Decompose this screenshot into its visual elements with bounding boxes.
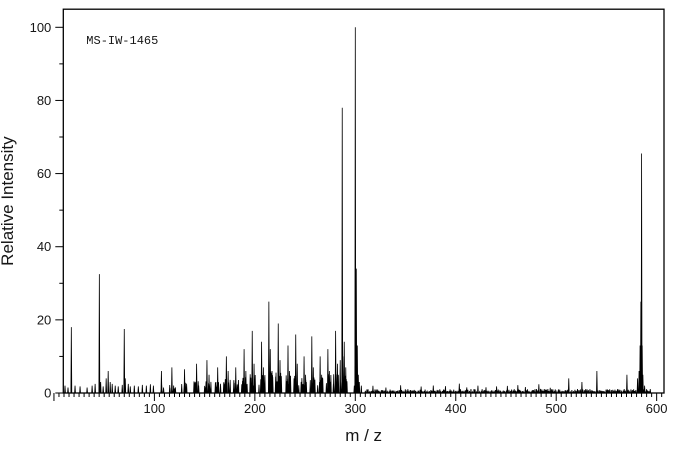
svg-text:80: 80 [37, 93, 51, 108]
svg-text:200: 200 [244, 401, 266, 416]
svg-text:100: 100 [144, 401, 166, 416]
svg-text:40: 40 [37, 239, 51, 254]
svg-text:100: 100 [30, 20, 52, 35]
svg-text:Relative Intensity: Relative Intensity [0, 136, 17, 266]
svg-text:0: 0 [44, 386, 51, 401]
svg-text:MS-IW-1465: MS-IW-1465 [86, 34, 158, 48]
svg-text:300: 300 [344, 401, 366, 416]
svg-text:500: 500 [545, 401, 567, 416]
svg-text:400: 400 [445, 401, 467, 416]
svg-text:m / z: m / z [345, 426, 382, 445]
svg-text:20: 20 [37, 312, 51, 327]
svg-text:600: 600 [646, 401, 668, 416]
svg-text:60: 60 [37, 166, 51, 181]
